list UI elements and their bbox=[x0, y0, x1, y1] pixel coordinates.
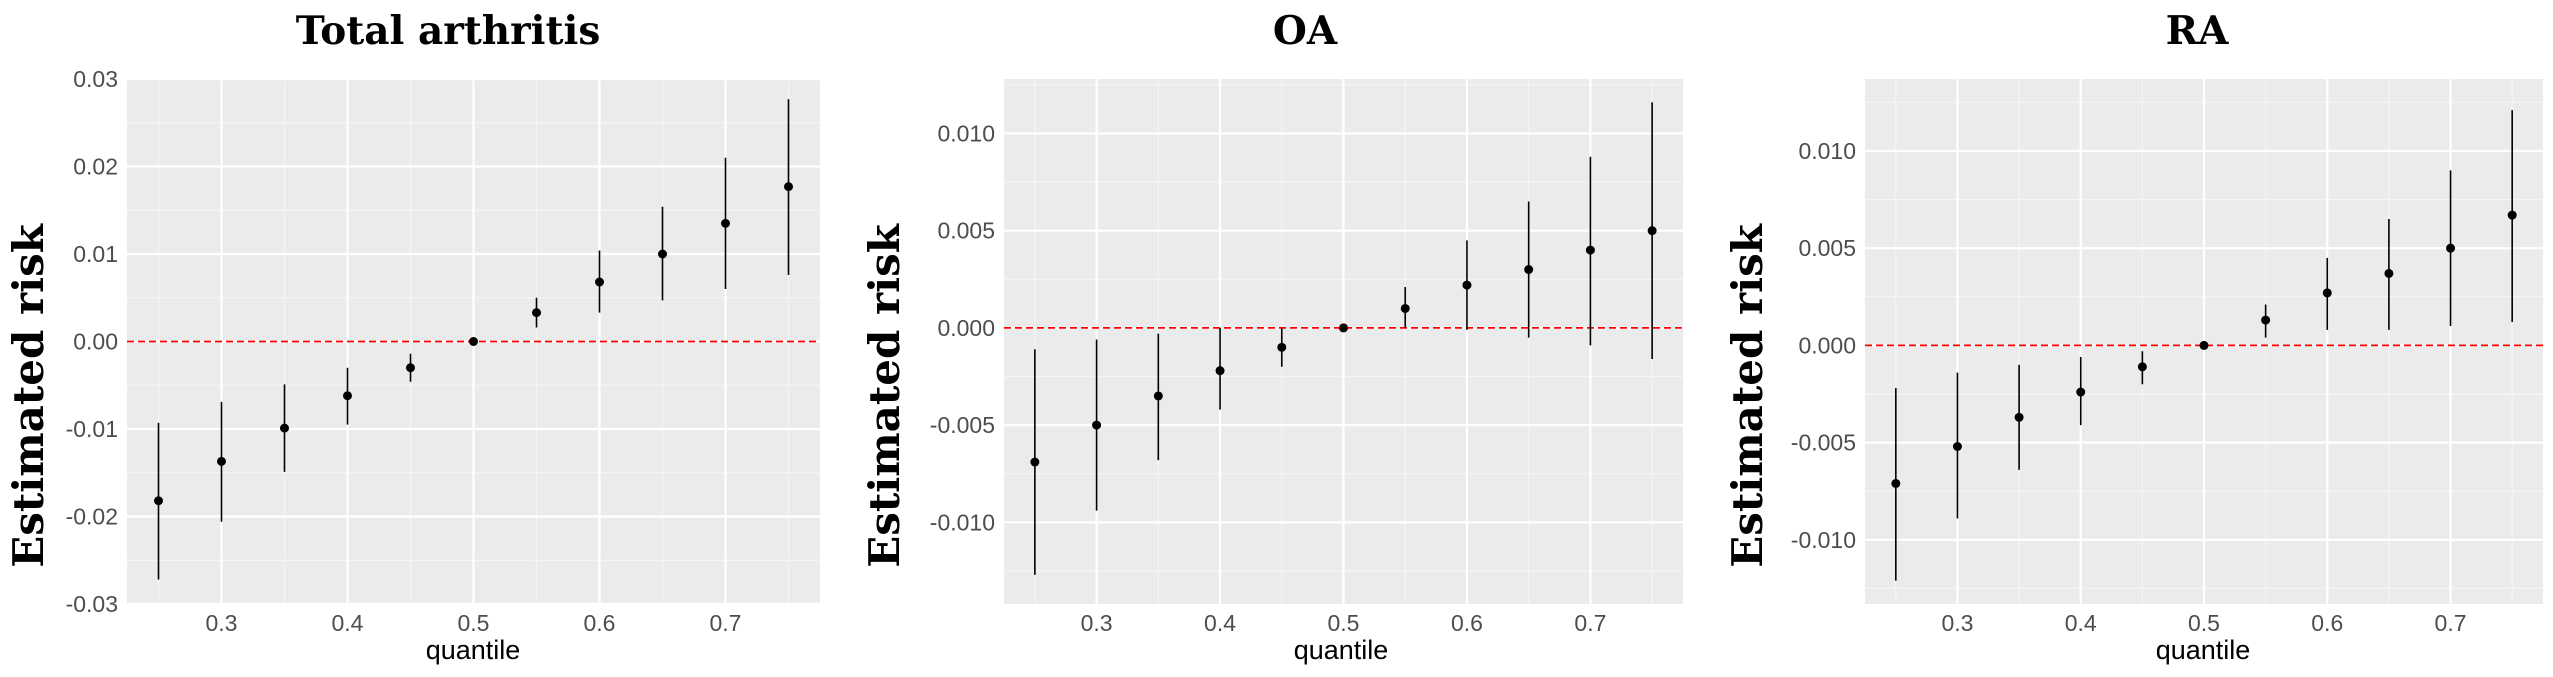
data-point bbox=[1585, 245, 1595, 255]
x-tick-labels: 0.3 0.4 0.5 0.6 0.7 bbox=[1941, 610, 2466, 636]
data-point bbox=[2199, 340, 2209, 350]
x-tick-label: 0.5 bbox=[1328, 610, 1360, 636]
y-tick-label: -0.010 bbox=[1791, 527, 1856, 553]
y-tick-labels: -0.010 -0.005 0.000 0.005 0.010 bbox=[1791, 138, 1856, 553]
panel-total-arthritis: Total arthritis Estimated risk -0.03 -0.… bbox=[4, 8, 820, 665]
data-point bbox=[595, 277, 604, 287]
data-point bbox=[1153, 391, 1163, 401]
y-tick-label: -0.03 bbox=[66, 591, 118, 617]
x-tick-label: 0.4 bbox=[2065, 610, 2097, 636]
x-tick-label: 0.7 bbox=[710, 610, 742, 636]
y-tick-label: 0.010 bbox=[937, 120, 995, 146]
data-points bbox=[1891, 210, 2517, 488]
panel-ra: RA Estimated risk -0.010 -0.005 0.000 0.… bbox=[1723, 8, 2543, 665]
data-point bbox=[1952, 442, 1962, 451]
x-tick-label: 0.5 bbox=[458, 610, 490, 636]
data-point bbox=[784, 182, 793, 192]
y-tick-label: -0.005 bbox=[930, 412, 995, 438]
y-tick-label: -0.01 bbox=[66, 416, 118, 442]
x-tick-label: 0.6 bbox=[1451, 610, 1483, 636]
y-tick-label: 0.01 bbox=[73, 241, 118, 267]
data-point bbox=[2384, 268, 2394, 278]
data-point bbox=[406, 363, 415, 373]
y-tick-label: 0.02 bbox=[73, 154, 118, 180]
y-tick-label: 0.005 bbox=[937, 218, 995, 244]
data-point bbox=[1400, 303, 1410, 313]
x-axis-label: quantile bbox=[1294, 635, 1389, 665]
x-tick-label: 0.4 bbox=[332, 610, 364, 636]
y-axis-label: Estimated risk bbox=[860, 223, 909, 568]
data-point bbox=[1030, 457, 1040, 467]
y-tick-labels: -0.03 -0.02 -0.01 0.00 0.01 0.02 0.03 bbox=[66, 66, 118, 617]
x-tick-label: 0.3 bbox=[206, 610, 238, 636]
panel-title: RA bbox=[2166, 8, 2229, 54]
data-point bbox=[2076, 387, 2086, 397]
y-tick-label: -0.02 bbox=[66, 504, 118, 530]
data-point bbox=[154, 496, 163, 506]
y-tick-label: 0.005 bbox=[1798, 235, 1856, 261]
x-tick-label: 0.6 bbox=[2311, 610, 2343, 636]
x-tick-labels: 0.3 0.4 0.5 0.6 0.7 bbox=[206, 610, 742, 636]
data-point bbox=[1215, 366, 1225, 376]
data-point bbox=[721, 218, 730, 228]
x-tick-label: 0.5 bbox=[2188, 610, 2220, 636]
data-point bbox=[1092, 420, 1102, 430]
panel-oa: OA Estimated risk -0.010 -0.005 0.000 0.… bbox=[860, 8, 1683, 665]
data-point bbox=[217, 456, 226, 466]
y-axis-label: Estimated risk bbox=[4, 223, 53, 568]
data-point bbox=[280, 423, 289, 433]
y-tick-label: -0.005 bbox=[1791, 430, 1856, 456]
x-tick-label: 0.7 bbox=[1574, 610, 1606, 636]
data-point bbox=[1339, 323, 1348, 333]
y-tick-labels: -0.010 -0.005 0.000 0.005 0.010 bbox=[930, 120, 995, 535]
data-point bbox=[532, 308, 541, 318]
data-point bbox=[343, 391, 352, 401]
x-tick-label: 0.6 bbox=[584, 610, 616, 636]
data-point bbox=[2014, 412, 2024, 422]
y-axis-label: Estimated risk bbox=[1723, 223, 1772, 568]
data-point bbox=[2446, 243, 2456, 253]
x-tick-label: 0.3 bbox=[1941, 610, 1973, 636]
x-tick-labels: 0.3 0.4 0.5 0.6 0.7 bbox=[1081, 610, 1607, 636]
data-point bbox=[1462, 280, 1472, 290]
data-point bbox=[1647, 226, 1657, 236]
data-point bbox=[2137, 362, 2147, 372]
x-tick-label: 0.7 bbox=[2435, 610, 2467, 636]
panel-title: Total arthritis bbox=[296, 8, 601, 54]
x-axis-label: quantile bbox=[2156, 635, 2251, 665]
y-tick-label: 0.000 bbox=[937, 315, 995, 341]
data-point bbox=[2261, 315, 2271, 325]
data-point bbox=[2322, 288, 2332, 298]
x-axis-label: quantile bbox=[426, 635, 521, 665]
data-point bbox=[469, 337, 478, 346]
data-point bbox=[658, 249, 667, 259]
x-tick-label: 0.3 bbox=[1081, 610, 1113, 636]
data-points bbox=[154, 182, 793, 506]
y-tick-label: 0.010 bbox=[1798, 138, 1856, 164]
data-point bbox=[1277, 342, 1287, 352]
data-point bbox=[1891, 478, 1901, 488]
data-point bbox=[2507, 210, 2517, 220]
y-tick-label: 0.00 bbox=[73, 329, 118, 355]
y-tick-label: 0.000 bbox=[1798, 332, 1856, 358]
panel-title: OA bbox=[1273, 8, 1338, 54]
y-tick-label: -0.010 bbox=[930, 509, 995, 535]
data-points bbox=[1030, 226, 1657, 467]
data-point bbox=[1524, 265, 1534, 275]
x-tick-label: 0.4 bbox=[1204, 610, 1236, 636]
y-tick-label: 0.03 bbox=[73, 66, 118, 92]
